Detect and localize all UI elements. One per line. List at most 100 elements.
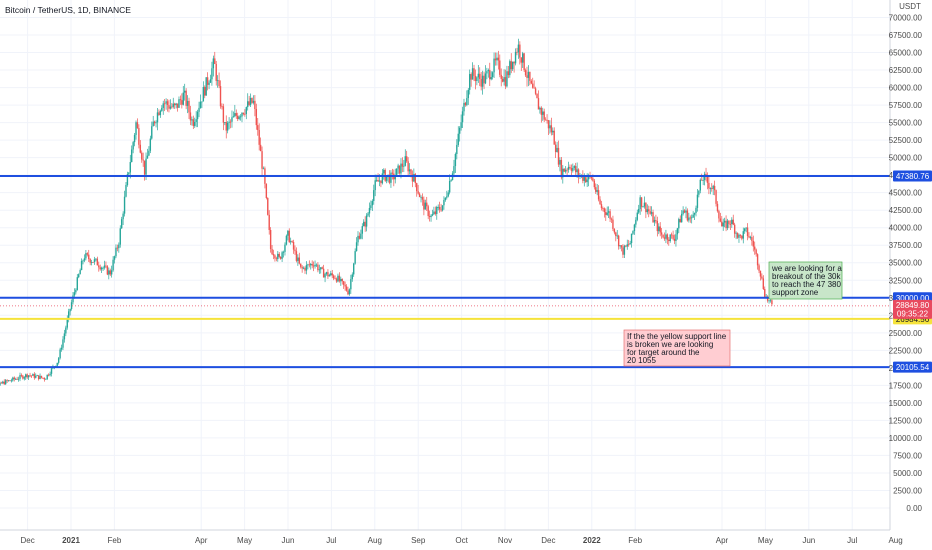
- candle-body: [255, 109, 258, 126]
- candle-body: [342, 281, 345, 285]
- candle-body: [383, 169, 385, 174]
- candle-body: [405, 156, 408, 162]
- candle-body: [706, 176, 709, 183]
- price-tick-label: 60000.00: [889, 84, 923, 93]
- candle-body: [82, 260, 84, 262]
- price-tick-label: 15000.00: [889, 399, 923, 408]
- candle-body: [43, 378, 46, 380]
- candle-body: [139, 144, 142, 153]
- candle-body: [105, 265, 107, 267]
- candle-body: [583, 177, 585, 181]
- candle-body: [741, 235, 743, 239]
- candle-body: [733, 224, 736, 234]
- candle-body: [437, 206, 439, 208]
- candle-body: [373, 190, 375, 201]
- candle-body: [26, 374, 28, 378]
- time-tick-label: Dec: [20, 536, 34, 545]
- candle-body: [310, 263, 312, 266]
- candle-body: [50, 368, 53, 374]
- candle-body: [78, 274, 80, 278]
- annotation-bg: [623, 329, 731, 367]
- candle-body: [118, 244, 120, 249]
- candle-body: [308, 264, 311, 266]
- candle-body: [532, 83, 534, 88]
- candle-body: [285, 235, 288, 245]
- candle-body: [204, 87, 206, 96]
- candle-body: [463, 102, 465, 112]
- candle-body: [355, 242, 358, 252]
- candle-body: [252, 100, 255, 103]
- candle-body: [320, 267, 322, 270]
- candle-body: [93, 259, 96, 263]
- candle-body: [63, 333, 66, 340]
- candle-body: [499, 60, 501, 75]
- candle-body: [357, 235, 359, 243]
- time-tick-label: Oct: [455, 536, 468, 545]
- candle-body: [2, 381, 4, 384]
- price-tick-label: 32500.00: [889, 276, 923, 285]
- annotation-line: support zone: [772, 288, 819, 297]
- candle-body: [261, 151, 263, 169]
- candle-body: [143, 160, 146, 175]
- candle-body: [27, 375, 30, 378]
- candle-body: [764, 289, 766, 297]
- candle-body: [95, 258, 97, 260]
- candle-body: [516, 51, 518, 53]
- candle-body: [696, 194, 699, 208]
- candle-body: [440, 209, 442, 211]
- candle-body: [228, 121, 230, 123]
- candle-body: [85, 253, 87, 259]
- candle-body: [556, 147, 558, 152]
- candle-body: [693, 212, 696, 215]
- candle-body: [57, 358, 60, 363]
- candle-body: [570, 168, 573, 171]
- candle-body: [195, 119, 197, 122]
- candle-body: [562, 168, 564, 178]
- candle-body: [202, 87, 205, 102]
- candle-body: [0, 382, 1, 386]
- candle-body: [719, 218, 722, 222]
- candle-body: [102, 267, 104, 269]
- candle-body: [682, 210, 684, 214]
- candle-body: [646, 209, 649, 213]
- candle-body: [669, 234, 671, 242]
- candle-body: [235, 113, 237, 116]
- last-price-value: 28849.80: [896, 301, 930, 310]
- time-tick-label: Jul: [847, 536, 857, 545]
- candle-body: [367, 213, 369, 216]
- candle-body: [327, 272, 329, 277]
- candle-body: [536, 93, 538, 99]
- candle-body: [12, 377, 14, 381]
- candle-body: [519, 44, 521, 58]
- candle-body: [725, 220, 727, 229]
- candle-body: [590, 176, 593, 179]
- candle-body: [191, 119, 193, 121]
- candle-body: [427, 206, 429, 216]
- last-price-countdown: 09:35:22: [897, 309, 929, 318]
- candle-body: [678, 219, 680, 229]
- candle-body: [585, 177, 587, 183]
- price-axis[interactable]: USDT 70000.00 67500.00 65000.00 62500.00 6000…: [889, 0, 932, 550]
- candle-body: [709, 188, 712, 189]
- candle-body: [168, 104, 170, 109]
- time-tick-label: Aug: [888, 536, 902, 545]
- time-tick-label: Jul: [326, 536, 336, 545]
- candle-body: [494, 58, 497, 61]
- candle-body: [25, 374, 27, 378]
- candle-body: [315, 264, 318, 266]
- candle-body: [658, 226, 660, 232]
- candle-body: [125, 185, 127, 197]
- time-axis[interactable]: Dec 2021 Feb Apr May Jun Jul Aug Sep Oct Nov Dec 202…: [0, 529, 903, 545]
- candle-body: [294, 249, 296, 252]
- candle-body: [504, 77, 507, 87]
- candle-body: [214, 58, 216, 64]
- candle-body: [370, 205, 372, 209]
- candle-body: [756, 254, 759, 266]
- candle-body: [287, 230, 289, 236]
- candle-body: [340, 278, 342, 282]
- candle-body: [573, 166, 575, 168]
- candle-body: [656, 221, 659, 232]
- candle-body: [337, 275, 339, 282]
- candle-body: [277, 253, 279, 260]
